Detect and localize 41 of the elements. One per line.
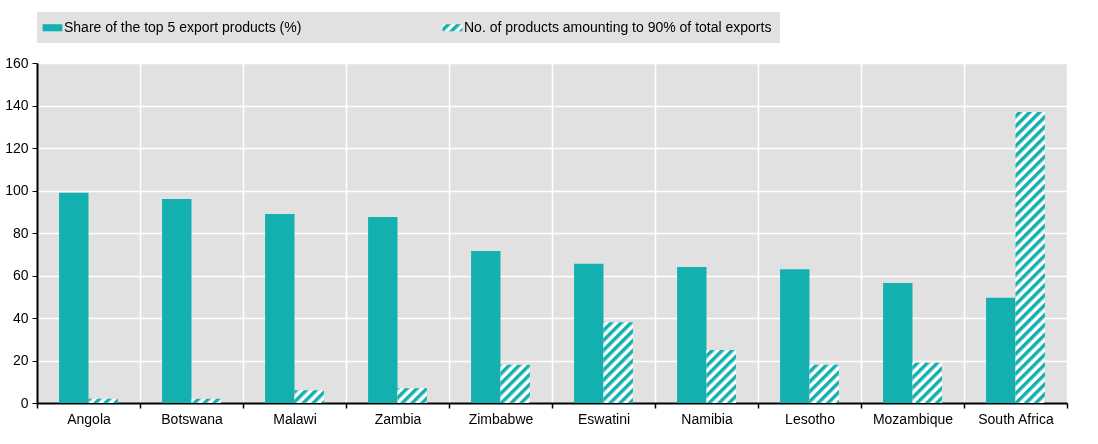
x-tick-label: Eswatini	[577, 410, 631, 427]
legend-label: Share of the top 5 export products (%)	[64, 18, 302, 35]
y-tick-label: 20	[12, 352, 29, 368]
x-tick-label: Mozambique	[872, 410, 954, 427]
bar	[88, 398, 118, 403]
bar	[265, 213, 295, 403]
bar	[471, 251, 501, 403]
x-tick-label: Zambia	[374, 410, 422, 427]
y-tick-label: 140	[5, 97, 29, 113]
y-tick-label: 100	[5, 182, 29, 198]
x-tick-label: Lesotho	[785, 410, 836, 427]
legend-label: No. of products amounting to 90% of total exports	[464, 18, 772, 35]
bar	[883, 282, 913, 403]
bar	[912, 362, 942, 403]
bar	[603, 322, 633, 403]
bar	[59, 192, 89, 403]
bar	[809, 364, 839, 403]
y-tick-label: 80	[12, 224, 29, 241]
x-tick-label: South Africa	[978, 410, 1054, 427]
bar	[780, 269, 810, 403]
x-tick-label: Zimbabwe	[468, 410, 534, 427]
y-tick-label: 120	[5, 139, 29, 156]
x-tick-label: Malawi	[273, 410, 317, 427]
x-tick-label: Namibia	[681, 410, 733, 427]
y-tick-label: 0	[20, 394, 29, 411]
bar	[500, 364, 530, 403]
y-tick-label: 40	[12, 309, 29, 326]
bar	[191, 398, 221, 403]
bar	[706, 349, 736, 403]
y-tick-label: 60	[12, 267, 29, 283]
bar	[574, 263, 604, 403]
y-tick-label: 160	[5, 54, 29, 71]
bar	[162, 199, 192, 403]
bar	[368, 217, 398, 403]
x-tick-label: Botswana	[161, 410, 223, 427]
x-tick-label: Angola	[67, 410, 112, 427]
bar	[294, 390, 324, 403]
bar	[677, 267, 707, 403]
bar	[397, 388, 427, 403]
bar	[1015, 111, 1045, 403]
bar	[986, 297, 1016, 403]
